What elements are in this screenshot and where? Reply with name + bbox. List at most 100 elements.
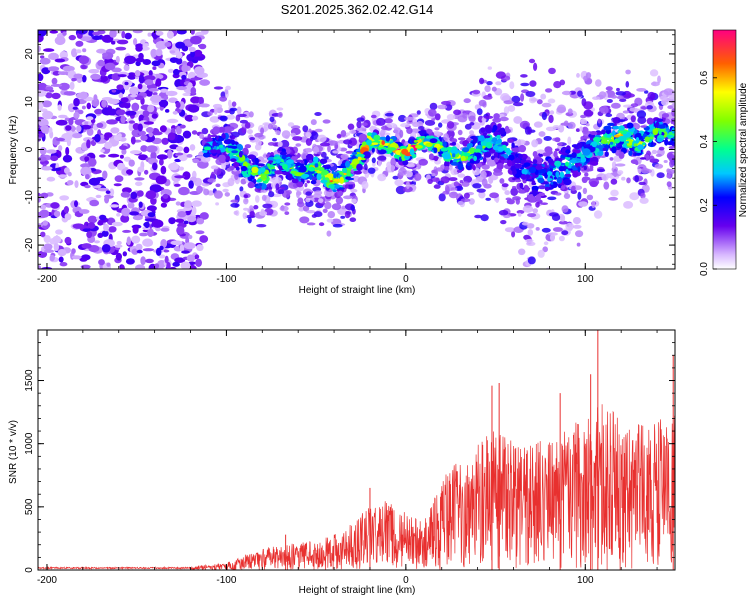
- spread-cell: [568, 224, 573, 232]
- noise-cell: [133, 38, 138, 46]
- noise-cell: [159, 125, 167, 133]
- spread-cell: [537, 249, 545, 258]
- spread-cell: [480, 214, 489, 222]
- noise-cell: [155, 31, 164, 36]
- noise-cell: [139, 232, 148, 237]
- noise-cell: [117, 133, 122, 138]
- spread-cell: [547, 98, 556, 104]
- noise-cell: [62, 31, 67, 36]
- spread-cell: [404, 116, 415, 121]
- ridge-cell: [336, 165, 345, 169]
- noise-cell: [174, 183, 181, 187]
- spread-cell: [484, 85, 491, 93]
- spread-cell: [453, 181, 460, 187]
- noise-cell: [122, 229, 132, 233]
- spread-cell: [398, 114, 407, 123]
- ridge-cell: [457, 163, 464, 171]
- ridge-cell: [670, 137, 674, 144]
- noise-cell: [177, 211, 187, 218]
- spread-cell: [498, 209, 509, 216]
- ridge-cell: [490, 155, 496, 160]
- noise-cell: [181, 74, 187, 80]
- spread-cell: [322, 208, 328, 213]
- noise-cell: [92, 35, 102, 40]
- ridge-cell: [511, 142, 515, 148]
- spread-cell: [377, 155, 387, 161]
- spread-cell: [326, 230, 332, 237]
- spread-cell: [651, 149, 658, 155]
- noise-cell: [165, 109, 170, 113]
- ridge-cell: [589, 164, 594, 171]
- spread-cell: [305, 147, 313, 153]
- ridge-cell: [496, 162, 504, 170]
- spread-cell: [501, 183, 509, 188]
- ridge-cell: [485, 126, 493, 134]
- ridge-cell: [444, 166, 450, 171]
- noise-cell: [120, 97, 129, 103]
- noise-cell: [167, 68, 174, 73]
- noise-cell: [140, 145, 148, 152]
- ridge-cell: [339, 176, 345, 184]
- spread-cell: [638, 181, 646, 186]
- ridge-cell: [352, 158, 360, 165]
- noise-cell: [152, 92, 158, 96]
- colorbar-frame: [712, 29, 737, 270]
- noise-cell: [93, 94, 98, 102]
- ridge-cell: [433, 147, 438, 154]
- ridge-cell: [577, 165, 581, 173]
- noise-cell: [121, 148, 127, 155]
- spread-cell: [231, 101, 237, 107]
- spread-cell: [522, 205, 534, 213]
- spread-cell: [269, 116, 275, 123]
- ridge-cell: [514, 157, 521, 164]
- spread-cell: [296, 190, 300, 199]
- spread-cell: [215, 106, 223, 114]
- spread-cell: [236, 106, 242, 115]
- noise-cell: [103, 223, 110, 232]
- spread-cell: [248, 111, 254, 118]
- noise-cell: [78, 55, 90, 65]
- spread-cell: [637, 116, 647, 124]
- spread-cell: [277, 141, 283, 148]
- noise-cell: [175, 201, 181, 206]
- ridge-cell: [598, 137, 607, 140]
- noise-cell: [144, 75, 156, 81]
- spread-cell: [247, 216, 252, 224]
- noise-cell: [142, 43, 150, 47]
- noise-cell: [155, 40, 168, 50]
- noise-cell: [143, 121, 154, 125]
- ridge-cell: [661, 113, 670, 118]
- spread-cell: [658, 146, 665, 151]
- noise-cell: [131, 102, 140, 112]
- ridge-cell: [472, 165, 476, 171]
- noise-cell: [69, 81, 75, 91]
- noise-cell: [147, 228, 154, 237]
- colorbar-label: Normalized spectral amplitude: [738, 82, 749, 217]
- noise-cell: [71, 248, 76, 255]
- noise-cell: [161, 137, 169, 145]
- noise-cell: [147, 104, 155, 113]
- noise-cell: [86, 116, 94, 121]
- spread-cell: [314, 112, 322, 116]
- ridge-cell: [342, 167, 347, 173]
- noise-cell: [113, 183, 122, 187]
- noise-cell: [74, 180, 79, 189]
- noise-cell: [129, 211, 140, 216]
- ridge-cell: [640, 125, 647, 128]
- spread-cell: [244, 122, 251, 129]
- spread-cell: [533, 62, 538, 71]
- ridge-cell: [218, 137, 225, 142]
- spread-cell: [560, 215, 566, 222]
- spectrogram-xtick-label: -200: [37, 274, 57, 285]
- spread-cell: [296, 201, 305, 208]
- spread-cell: [527, 256, 536, 265]
- ridge-cell: [256, 185, 261, 189]
- ridge-cell: [450, 162, 459, 166]
- ridge-cell: [493, 152, 499, 158]
- noise-cell: [55, 229, 63, 235]
- ridge-cell: [583, 176, 591, 181]
- spread-cell: [563, 120, 569, 127]
- ridge-cell: [281, 154, 287, 160]
- noise-cell: [183, 242, 196, 250]
- noise-cell: [42, 110, 54, 120]
